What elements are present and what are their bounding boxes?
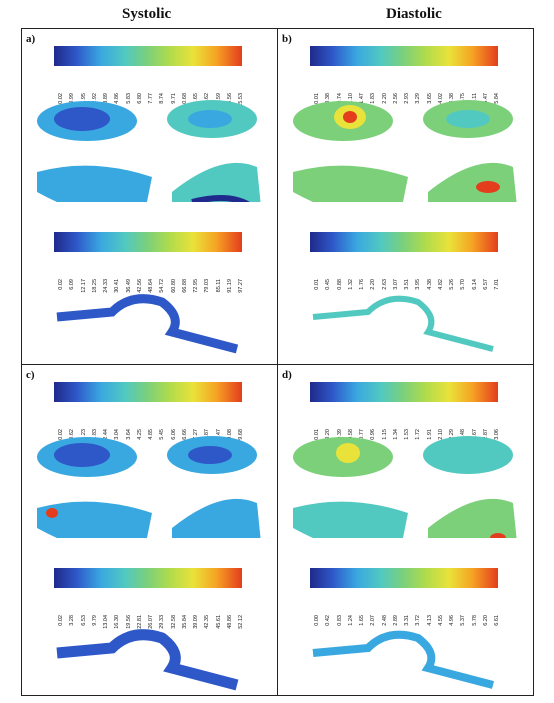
divider-vertical: [277, 29, 278, 695]
colorbar-top-ticks: 0.02 0.99 1.95 2.92 3.89 4.86 5.83 6.80 7.77 8.74…: [54, 69, 244, 107]
divider-horizontal: [22, 364, 533, 365]
colorbar-bottom: [54, 568, 242, 588]
panel-label: a): [26, 33, 36, 45]
surface-views-top: [293, 100, 517, 202]
panel-b: b) 0.01 0.38 0.74 1.10 1.47 1.83 2.20 2.56 2.93 3…: [278, 29, 532, 363]
colorbar-top-ticks: 0.02 0.62 1.23 1.83 2.44 3.04 3.64 4.25 4.85 5.45…: [54, 405, 244, 440]
colorbar-bottom: [310, 232, 498, 252]
vessel-model: [312, 630, 495, 689]
figure-grid: a) 0.02 0.99 1.95 2.92 3.89 4.86 5.83 6.80 7.77 8…: [21, 28, 534, 696]
colorbar-top: [310, 46, 498, 66]
colorbar-top: [310, 382, 498, 402]
colorbar-bottom-ticks: 0.02 3.28 6.53 9.79 13.04 16.30 19.56 22.81 26.0…: [54, 591, 244, 629]
colorbar-top: [54, 46, 242, 66]
surface-views-top: [37, 436, 261, 538]
colorbar-top-ticks: 0.01 0.38 0.74 1.10 1.47 1.83 2.20 2.56 2.93 3.29…: [310, 69, 500, 104]
colorbar-bottom-ticks: 0.00 0.42 0.83 1.24 1.65 2.07 2.48 2.89 3.31 3.72…: [310, 591, 500, 626]
systolic-header: Systolic: [122, 6, 172, 22]
panel-c: c) 0.02 0.62 1.23 1.83 2.44 3.04 3.64 4.25 4.85 5…: [22, 365, 276, 699]
colorbar-bottom-ticks: 0.02 6.09 12.17 18.25 24.33 30.41 36.49 42.56 48…: [54, 255, 244, 293]
panel-d: d) 0.01 0.20 0.39 0.58 0.77 0.96 1.15 1.34 1.53 1…: [278, 365, 532, 699]
vessel-model: [56, 294, 239, 354]
vessel-model: [56, 629, 239, 691]
panel-label: c): [26, 369, 35, 381]
colorbar-top-ticks: 0.01 0.20 0.39 0.58 0.77 0.96 1.15 1.34 1.53 1.72…: [310, 405, 500, 440]
surface-views-top: [37, 100, 261, 202]
diastolic-header: Diastolic: [386, 6, 442, 22]
colorbar-bottom: [310, 568, 498, 588]
panel-label: b): [282, 33, 292, 45]
colorbar-bottom: [54, 232, 242, 252]
panel-label: d): [282, 369, 292, 381]
vessel-model: [312, 295, 494, 352]
colorbar-top: [54, 382, 242, 402]
colorbar-bottom-ticks: 0.01 0.45 0.88 1.32 1.76 2.20 2.63 3.07 3.51 3.95…: [310, 255, 500, 290]
surface-views-top: [293, 436, 517, 538]
panel-a: a) 0.02 0.99 1.95 2.92 3.89 4.86 5.83 6.80 7.77 8…: [22, 29, 276, 363]
